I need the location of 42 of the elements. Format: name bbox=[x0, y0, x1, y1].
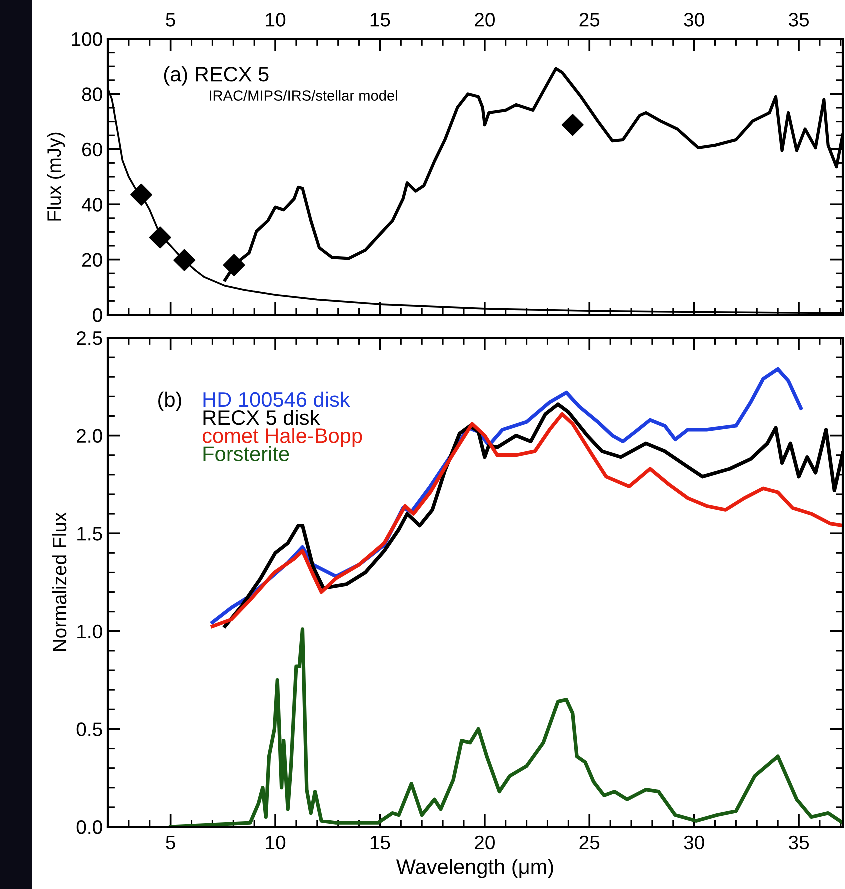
x-tick-label: 25 bbox=[580, 13, 600, 27]
text: comet Hale-Bopp bbox=[202, 428, 362, 448]
x-tick-label: 15 bbox=[370, 836, 390, 850]
y-tick-label: 2.5 bbox=[77, 331, 102, 346]
annotation: (a) RECX 5 bbox=[164, 66, 269, 86]
x-tick-label: 25 bbox=[580, 836, 600, 850]
x-tick-label: 30 bbox=[684, 13, 704, 27]
y-tick-label: 0.5 bbox=[76, 722, 102, 736]
x-tick-label: 5 bbox=[166, 13, 176, 27]
y-axis-title: Flux (mJy) bbox=[47, 132, 66, 221]
x-tick-label: 20 bbox=[475, 13, 495, 27]
y-tick-label: 40 bbox=[82, 198, 102, 212]
x-tick-label: 35 bbox=[788, 13, 810, 27]
line-series bbox=[169, 628, 843, 827]
point bbox=[149, 226, 172, 249]
x-tick-label: 20 bbox=[475, 836, 495, 850]
x-tick-label: 10 bbox=[266, 836, 286, 850]
x-axis-title: Wavelength (μm) bbox=[396, 859, 554, 878]
point bbox=[223, 254, 246, 276]
x-tick-label: 5 bbox=[166, 836, 176, 850]
y-tick-label: 20 bbox=[82, 253, 102, 268]
x-tick-label: 10 bbox=[266, 13, 286, 27]
point bbox=[174, 249, 196, 272]
annotation: (b) bbox=[158, 392, 182, 412]
y-tick-label: 2.0 bbox=[77, 429, 102, 444]
text: Forsterite bbox=[204, 446, 290, 462]
y-tick-label: 100 bbox=[72, 32, 102, 46]
x-tick-label: 15 bbox=[370, 13, 390, 27]
text: HD 100546 disk bbox=[204, 392, 350, 408]
point bbox=[130, 184, 152, 206]
y-tick-label: 80 bbox=[82, 88, 102, 102]
x-tick-label: 30 bbox=[684, 836, 704, 850]
y-axis-title: Normalized Flux bbox=[52, 512, 67, 652]
point bbox=[562, 114, 584, 136]
x-tick-label: 35 bbox=[788, 836, 810, 850]
y-tick-label: 1.0 bbox=[78, 624, 102, 639]
annotation: IRAC/MIPS/IRS/stellar model bbox=[210, 90, 398, 101]
y-tick-label: 0 bbox=[93, 308, 102, 322]
y-tick-label: 60 bbox=[82, 142, 102, 157]
y-tick-label: 0.0 bbox=[76, 820, 102, 834]
y-tick-label: 1.5 bbox=[78, 527, 102, 541]
text: RECX 5 disk bbox=[204, 410, 320, 426]
